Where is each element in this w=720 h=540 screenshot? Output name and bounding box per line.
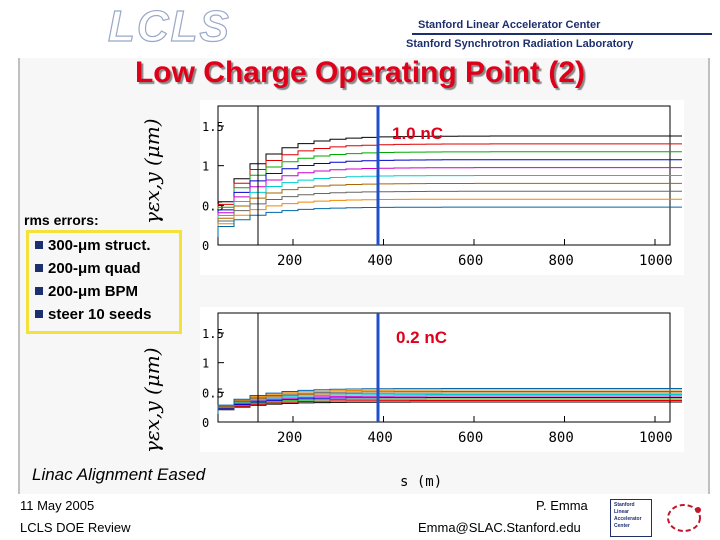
footer-event: LCLS DOE Review bbox=[20, 520, 131, 535]
footer-date: 11 May 2005 bbox=[20, 498, 95, 513]
x-tick-label: 600 bbox=[458, 430, 483, 446]
plot-1nc-ylabel: γεx,y (μm) bbox=[140, 118, 164, 224]
series-line bbox=[217, 190, 682, 237]
x-tick-label: 200 bbox=[277, 430, 302, 446]
plot-02nc-svg: 1.5 1 0.5 0 200 400 600 800 1000 bbox=[202, 312, 682, 446]
plot-02nc-ylabel: γεx,y (μm) bbox=[140, 347, 164, 453]
series-line bbox=[217, 182, 682, 237]
series-line bbox=[217, 151, 682, 237]
series-line bbox=[217, 143, 682, 237]
bullet-icon bbox=[35, 264, 43, 272]
x-tick-label: 1000 bbox=[639, 253, 673, 269]
series-line bbox=[217, 175, 682, 237]
charge-label-1nc: 1.0 nC bbox=[392, 124, 444, 143]
header bbox=[0, 0, 720, 58]
header-divider bbox=[412, 33, 712, 35]
y-tick-label: 1 bbox=[202, 357, 209, 371]
bullet-icon bbox=[35, 241, 43, 249]
slide-title: Low Charge Operating Point (2) bbox=[134, 56, 585, 89]
rms-item: 200-μm quad bbox=[35, 260, 141, 277]
org-line-1: Stanford Linear Accelerator Center bbox=[418, 19, 601, 31]
series-line bbox=[217, 159, 682, 237]
y-tick-label: 1.5 bbox=[202, 120, 224, 134]
y-tick-label: 1.5 bbox=[202, 327, 224, 341]
footer-author: P. Emma bbox=[536, 498, 588, 513]
slac-logo: Stanford Linear Accelerator Center bbox=[610, 499, 652, 537]
series-line bbox=[217, 206, 682, 237]
org-line-2: Stanford Synchrotron Radiation Laborator… bbox=[406, 38, 634, 50]
x-tick-label: 400 bbox=[368, 430, 393, 446]
y-tick-label: 0.5 bbox=[202, 386, 224, 400]
y-tick-label: 0 bbox=[202, 239, 209, 253]
footer-email: Emma@SLAC.Stanford.edu bbox=[418, 520, 581, 535]
bullet-icon bbox=[35, 310, 43, 318]
x-tick-label: 200 bbox=[277, 253, 302, 269]
charge-label-02nc: 0.2 nC bbox=[396, 328, 448, 347]
slide-caption: Linac Alignment Eased bbox=[32, 465, 206, 484]
x-tick-label: 600 bbox=[458, 253, 483, 269]
rms-item: 200-μm BPM bbox=[35, 283, 138, 300]
y-tick-label: 0 bbox=[202, 416, 209, 430]
x-tick-label: 800 bbox=[549, 430, 574, 446]
x-axis-unit: s (m) bbox=[400, 474, 443, 490]
lcls-logo: LCLS bbox=[107, 1, 231, 51]
plot-1nc: 1.5 1 0.5 0 200 400 600 800 1000 bbox=[200, 100, 684, 275]
x-tick-label: 400 bbox=[368, 253, 393, 269]
rms-item: steer 10 seeds bbox=[35, 306, 151, 323]
rms-errors-title: rms errors: bbox=[24, 212, 99, 228]
bullet-icon bbox=[35, 287, 43, 295]
x-tick-label: 1000 bbox=[639, 430, 673, 446]
y-tick-label: 1 bbox=[202, 160, 209, 174]
x-tick-label: 800 bbox=[549, 253, 574, 269]
ssrl-ring-logo bbox=[667, 504, 701, 532]
plot-02nc: 1.5 1 0.5 0 200 400 600 800 1000 bbox=[200, 307, 684, 452]
series-line bbox=[217, 135, 682, 237]
rms-errors-box: 300-μm struct. 200-μm quad 200-μm BPM st… bbox=[26, 230, 182, 334]
series-line bbox=[217, 167, 682, 237]
series-line bbox=[217, 198, 682, 237]
rms-item: 300-μm struct. bbox=[35, 237, 151, 254]
